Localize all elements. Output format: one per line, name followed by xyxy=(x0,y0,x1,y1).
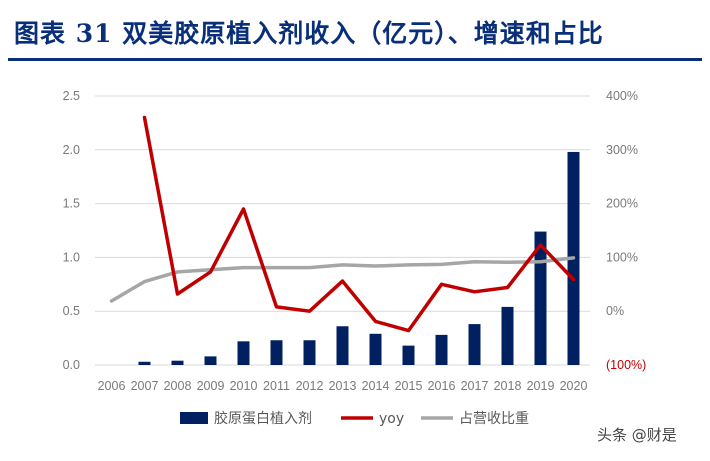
x-tick-label: 2018 xyxy=(494,379,522,393)
left-tick-label: 1.0 xyxy=(63,250,80,264)
bar xyxy=(501,306,514,365)
bar xyxy=(435,334,448,365)
left-tick-label: 2.0 xyxy=(63,143,80,157)
x-tick-label: 2019 xyxy=(527,379,555,393)
x-tick-label: 2009 xyxy=(197,379,225,393)
legend-label: 胶原蛋白植入剂 xyxy=(214,410,312,427)
x-tick-label: 2010 xyxy=(230,379,258,393)
right-tick-label: 400% xyxy=(606,89,638,103)
bar xyxy=(171,360,184,365)
x-axis-ticks: 2006 2007 2008 2009 2010 2011 2012 2013 2014 2015… xyxy=(98,379,588,393)
right-tick-label: 100% xyxy=(606,250,638,264)
bar xyxy=(138,361,151,365)
right-axis-ticks: (100%) 0% 100% 200% 300% 400% xyxy=(606,89,646,372)
x-tick-label: 2008 xyxy=(164,379,192,393)
bar xyxy=(270,340,283,365)
yoy-line xyxy=(142,115,576,333)
x-tick-label: 2014 xyxy=(362,379,390,393)
bar xyxy=(468,324,481,365)
line-series xyxy=(109,115,576,333)
legend-label: 占营收比重 xyxy=(459,411,529,427)
x-tick-label: 2013 xyxy=(329,379,357,393)
title-bar: 图表 31 双美胶原植入剂收入（亿元）、增速和占比 xyxy=(0,0,710,62)
right-tick-label: (100%) xyxy=(606,358,646,372)
title-underline xyxy=(8,58,702,61)
bar xyxy=(336,326,349,365)
bar xyxy=(534,231,547,365)
x-tick-label: 2007 xyxy=(131,379,159,393)
left-tick-label: 2.5 xyxy=(63,89,80,103)
share-line xyxy=(109,256,576,303)
x-tick-label: 2006 xyxy=(98,379,126,393)
legend-swatch-bar xyxy=(180,412,208,424)
x-tick-label: 2016 xyxy=(428,379,456,393)
left-tick-label: 1.5 xyxy=(63,197,80,211)
legend: 胶原蛋白植入剂 yoy 占营收比重 xyxy=(180,410,529,427)
bar xyxy=(402,345,415,365)
legend-label: yoy xyxy=(379,411,404,427)
x-tick-label: 2020 xyxy=(560,379,588,393)
right-tick-label: 200% xyxy=(606,197,638,211)
watermark: 头条 @财是 xyxy=(597,426,677,444)
left-tick-label: 0.5 xyxy=(63,304,80,318)
bar-series xyxy=(138,151,580,365)
bar xyxy=(369,333,382,365)
x-tick-label: 2015 xyxy=(395,379,423,393)
bar xyxy=(237,341,250,365)
right-tick-label: 300% xyxy=(606,143,638,157)
x-tick-label: 2011 xyxy=(263,379,290,393)
bar xyxy=(303,340,316,365)
gridlines xyxy=(95,95,590,366)
left-axis-ticks: 0.0 0.5 1.0 1.5 2.0 2.5 xyxy=(63,89,80,372)
right-tick-label: 0% xyxy=(606,304,624,318)
bar xyxy=(204,356,217,365)
x-tick-label: 2012 xyxy=(296,379,324,393)
x-tick-label: 2017 xyxy=(461,379,489,393)
chart-title: 图表 31 双美胶原植入剂收入（亿元）、增速和占比 xyxy=(14,19,604,48)
left-tick-label: 0.0 xyxy=(63,358,80,372)
